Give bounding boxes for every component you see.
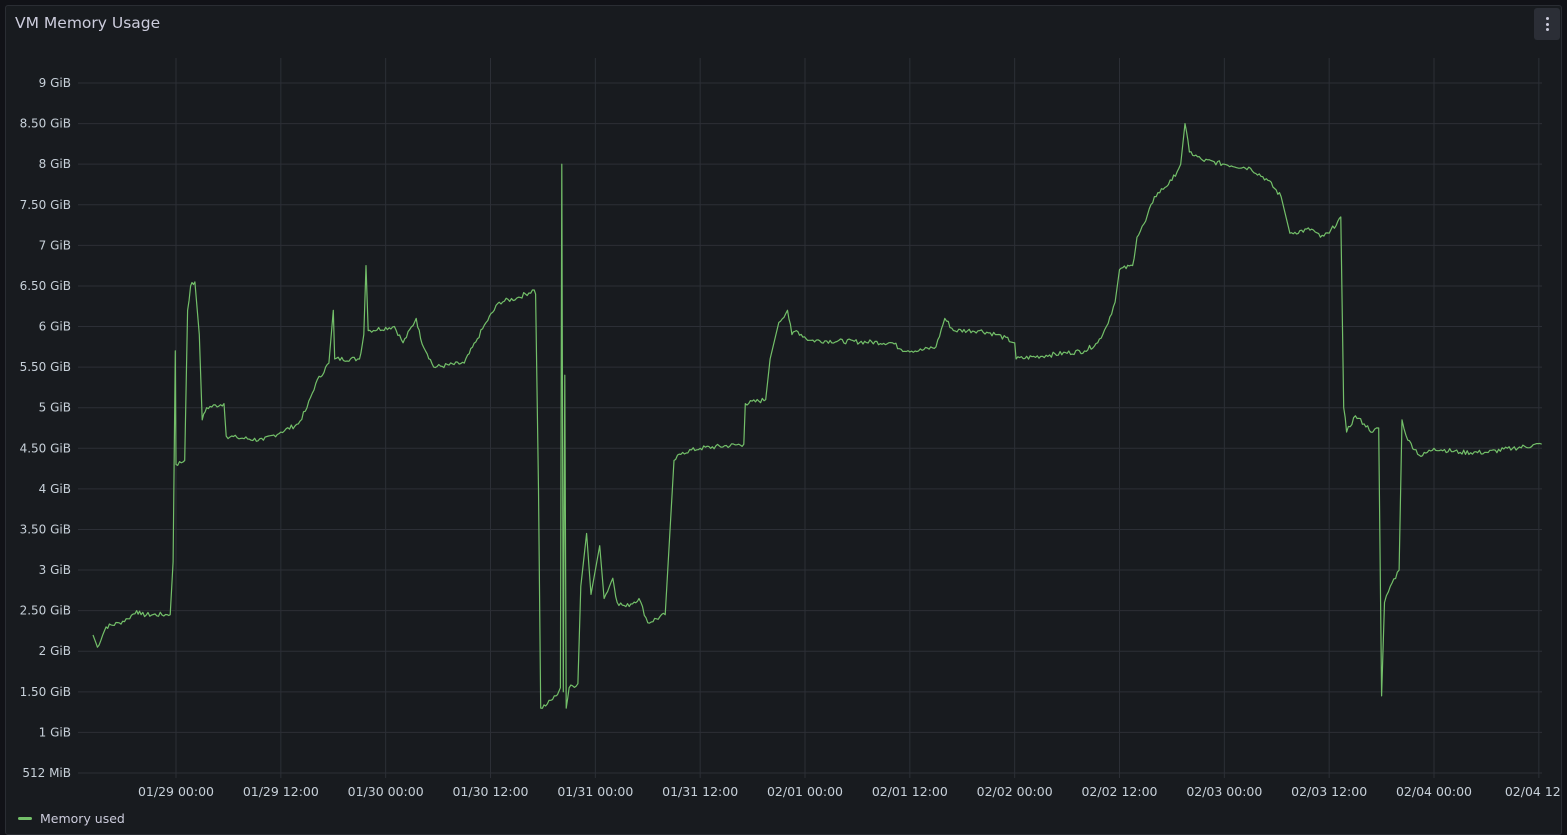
y-tick-label: 1 GiB [39,725,71,739]
x-tick-label: 02/03 12:00 [1291,784,1367,799]
y-axis: 512 MiB 1 GiB 1.50 GiB 2 GiB 2.50 GiB 3 GiB 3.… [20,76,71,780]
legend[interactable]: Memory used [18,811,125,826]
y-tick-label: 3.50 GiB [20,522,71,536]
kebab-menu-icon [1545,16,1549,32]
x-tick-label: 02/01 00:00 [767,784,843,799]
series-layer [92,123,1542,709]
x-tick-label: 01/31 00:00 [557,784,633,799]
x-tick-label: 02/03 00:00 [1186,784,1262,799]
y-tick-label: 4.50 GiB [20,441,71,455]
grid-lines [78,58,1542,778]
y-tick-label: 1.50 GiB [20,685,71,699]
panel-title: VM Memory Usage [15,14,161,32]
y-tick-label: 2.50 GiB [20,604,71,618]
y-tick-label: 4 GiB [39,482,71,496]
x-tick-label: 01/31 12:00 [662,784,738,799]
y-tick-label: 7.50 GiB [20,198,71,212]
x-axis: 01/29 00:00 01/29 12:00 01/30 00:00 01/30 1… [138,784,1561,799]
y-tick-label: 6.50 GiB [20,279,71,293]
x-tick-label: 02/01 12:00 [872,784,948,799]
legend-label-memory-used: Memory used [40,811,125,826]
x-tick-label: 02/04 12 [1505,784,1561,799]
x-tick-label: 02/02 00:00 [977,784,1053,799]
x-tick-label: 02/02 12:00 [1081,784,1157,799]
y-tick-label: 5.50 GiB [20,360,71,374]
y-tick-label: 9 GiB [39,76,71,90]
y-tick-label: 5 GiB [39,401,71,415]
y-tick-label: 512 MiB [22,766,71,780]
legend-swatch-memory-used [18,817,32,820]
panel-menu-button[interactable] [1534,8,1560,40]
series-line-memory-used[interactable] [92,123,1542,709]
y-tick-label: 7 GiB [39,238,71,252]
x-tick-label: 01/30 00:00 [348,784,424,799]
x-tick-label: 01/29 12:00 [243,784,319,799]
x-tick-label: 01/29 00:00 [138,784,214,799]
y-tick-label: 2 GiB [39,644,71,658]
y-tick-label: 3 GiB [39,563,71,577]
x-tick-label: 02/04 00:00 [1396,784,1472,799]
y-tick-label: 8.50 GiB [20,117,71,131]
x-tick-label: 01/30 12:00 [452,784,528,799]
chart-panel: VM Memory Usage [5,5,1562,835]
y-tick-label: 6 GiB [39,320,71,334]
y-tick-label: 8 GiB [39,157,71,171]
